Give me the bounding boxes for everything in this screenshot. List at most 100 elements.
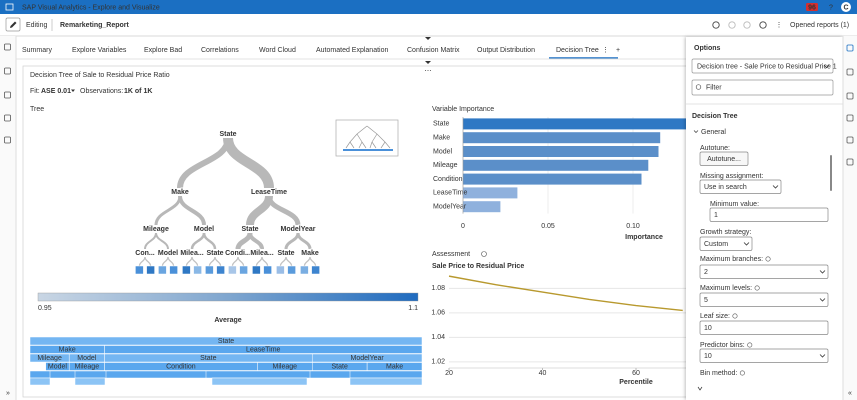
notification-badge bbox=[806, 3, 818, 11]
field-select[interactable] bbox=[699, 292, 829, 307]
tree-node-label[interactable]: Con... bbox=[134, 249, 155, 258]
app-title: SAP Visual Analytics - Explore and Visua… bbox=[22, 4, 160, 11]
field-value: Use in search bbox=[704, 184, 747, 191]
leaf-node bbox=[276, 265, 285, 275]
tab[interactable]: Automated Explanation bbox=[316, 47, 388, 54]
icicle-cell bbox=[349, 377, 423, 386]
x-tick-label: 0.10 bbox=[626, 223, 640, 230]
field-select[interactable] bbox=[699, 179, 782, 194]
tree-node-label[interactable]: Model bbox=[193, 225, 215, 234]
chart-subtitle: Sale Price to Residual Price bbox=[432, 263, 524, 270]
filter-placeholder: Filter bbox=[706, 84, 722, 91]
tree-node-label[interactable]: State bbox=[276, 249, 295, 258]
line-series bbox=[448, 275, 683, 312]
y-tick-label: Condition bbox=[433, 176, 463, 183]
tree-node-label[interactable]: State bbox=[205, 249, 224, 258]
user-initial[interactable]: C bbox=[843, 4, 848, 11]
group-chevron bbox=[693, 130, 699, 133]
tree-node-label[interactable]: Make bbox=[170, 188, 190, 197]
bar[interactable] bbox=[463, 132, 661, 144]
help-button[interactable]: ? bbox=[829, 4, 833, 11]
field-input[interactable] bbox=[699, 320, 829, 335]
info-icon bbox=[732, 313, 738, 319]
field-select[interactable] bbox=[699, 236, 753, 251]
collapse-left: » bbox=[6, 390, 10, 397]
icicle-cell[interactable] bbox=[29, 336, 423, 346]
icicle-cell bbox=[29, 370, 423, 379]
bar[interactable] bbox=[463, 187, 518, 199]
tree-node-label[interactable]: LeaseTime bbox=[250, 188, 288, 197]
x-tick-label: 20 bbox=[445, 370, 453, 377]
sidebar-icon bbox=[4, 43, 11, 51]
icicle-cell bbox=[105, 370, 207, 379]
tree-node-label[interactable]: Milea... bbox=[249, 249, 274, 258]
field-value: 1 bbox=[714, 212, 718, 219]
icicle-cell[interactable] bbox=[311, 353, 423, 363]
sidebar-icon bbox=[4, 91, 11, 99]
model-select[interactable] bbox=[691, 58, 834, 74]
tree-edge bbox=[223, 137, 274, 189]
icicle-cell[interactable] bbox=[366, 362, 423, 371]
tab[interactable]: Explore Bad bbox=[144, 47, 182, 54]
tree-node-label[interactable]: Mileage bbox=[142, 225, 170, 234]
info-icon bbox=[754, 285, 760, 291]
tab[interactable]: Decision Tree bbox=[556, 47, 599, 54]
tree-node-label[interactable]: ModelYear bbox=[279, 225, 316, 234]
select-chevron bbox=[819, 270, 826, 274]
fit-value[interactable]: ASE 0.01 bbox=[41, 88, 71, 95]
bar[interactable] bbox=[463, 201, 501, 213]
sidebar-icon[interactable] bbox=[846, 68, 854, 76]
sidebar-icon[interactable] bbox=[846, 114, 854, 122]
icicle-label: Model bbox=[48, 364, 68, 371]
leaf-node bbox=[169, 265, 178, 275]
panel-handle: ⋯ bbox=[425, 68, 432, 75]
x-axis-label: Percentile bbox=[619, 379, 653, 386]
icicle-cell bbox=[49, 370, 76, 379]
icicle-cell[interactable] bbox=[104, 345, 423, 354]
field-label: Predictor bins: bbox=[700, 342, 745, 349]
notification-count[interactable]: 96 bbox=[808, 4, 816, 11]
tree-node-label[interactable]: State bbox=[218, 130, 237, 139]
info-icon bbox=[765, 256, 771, 262]
add-tab[interactable]: + bbox=[616, 47, 620, 54]
field-select[interactable] bbox=[699, 348, 829, 363]
opened-reports-link[interactable]: Opened reports (1) bbox=[790, 22, 849, 29]
filter-input[interactable] bbox=[691, 79, 834, 96]
tab[interactable]: Explore Variables bbox=[72, 47, 127, 54]
sidebar-icon[interactable] bbox=[846, 136, 854, 144]
bar[interactable] bbox=[463, 146, 659, 157]
select-chevron bbox=[823, 64, 830, 69]
bar[interactable] bbox=[463, 159, 649, 171]
tab[interactable]: Summary bbox=[22, 47, 52, 54]
tree-node-label[interactable]: Model bbox=[157, 249, 179, 258]
tab[interactable]: Word Cloud bbox=[259, 47, 296, 54]
x-tick-label: 0.05 bbox=[541, 223, 555, 230]
field-input[interactable] bbox=[709, 207, 829, 222]
tab-menu: ⋮ bbox=[602, 47, 609, 54]
tree-node-label[interactable]: Milea... bbox=[179, 249, 204, 258]
group-title[interactable]: General bbox=[701, 129, 726, 136]
color-scale-min: 0.95 bbox=[38, 305, 52, 312]
y-tick-label: State bbox=[433, 121, 449, 128]
icicle-cell bbox=[309, 370, 351, 379]
chart-title: Assessment bbox=[432, 251, 470, 258]
sidebar-icon[interactable] bbox=[846, 44, 854, 52]
field-value: 2 bbox=[704, 269, 708, 276]
tree-node-label[interactable]: Make bbox=[300, 249, 320, 258]
field-select[interactable] bbox=[699, 264, 829, 279]
sidebar-icon[interactable] bbox=[846, 158, 854, 166]
x-tick-label: 40 bbox=[539, 370, 547, 377]
tab[interactable]: Confusion Matrix bbox=[407, 47, 460, 54]
y-tick-label: Model bbox=[433, 148, 453, 155]
field-button[interactable] bbox=[699, 151, 749, 166]
icicle-label: Mileage bbox=[273, 364, 298, 371]
bar[interactable] bbox=[463, 118, 701, 130]
tab[interactable]: Output Distribution bbox=[477, 47, 535, 54]
menu-icon bbox=[5, 3, 14, 11]
tree-node-label[interactable]: State bbox=[240, 225, 259, 234]
model-select-value: Decision tree - Sale Price to Residual P… bbox=[697, 63, 837, 70]
tree-node-label[interactable]: Condi... bbox=[224, 249, 252, 258]
bar[interactable] bbox=[463, 173, 642, 185]
tab[interactable]: Correlations bbox=[201, 47, 239, 54]
sidebar-icon[interactable] bbox=[846, 92, 854, 100]
